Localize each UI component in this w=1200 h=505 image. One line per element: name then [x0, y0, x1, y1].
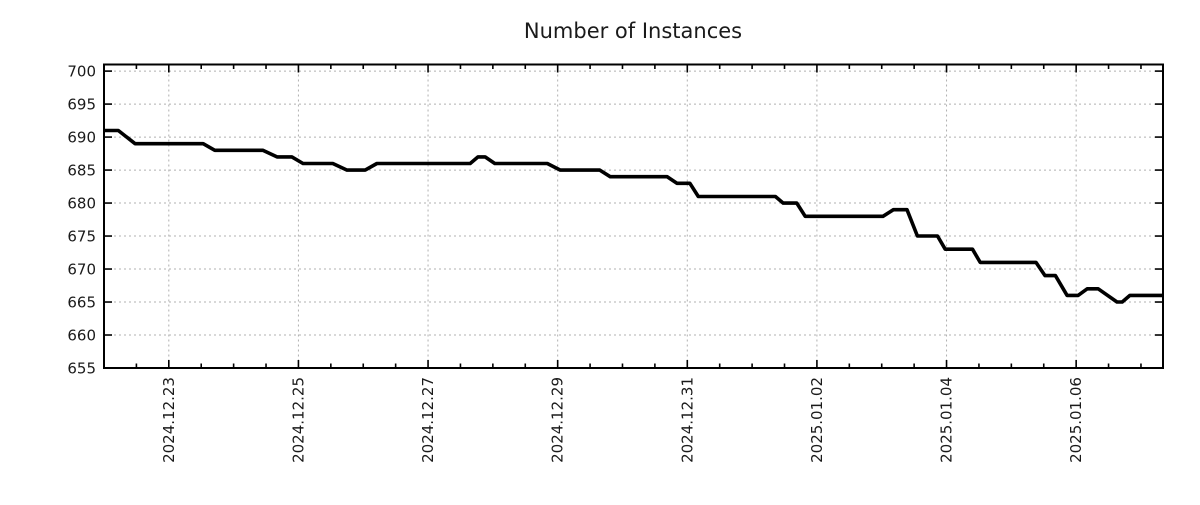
series-line: [104, 128, 1163, 304]
y-tick-label: 700: [67, 63, 96, 81]
x-tick-label: 2025.01.04: [938, 377, 956, 463]
x-tick-label: 2024.12.29: [549, 377, 567, 463]
axis-border: [103, 63, 1164, 369]
chart-title: Number of Instances: [524, 19, 742, 43]
y-tick-label: 670: [67, 261, 96, 279]
y-tick-label: 660: [67, 327, 96, 345]
x-tick-label: 2024.12.27: [419, 377, 437, 463]
x-tick-label: 2025.01.06: [1067, 377, 1085, 463]
x-tick-label: 2024.12.23: [160, 377, 178, 463]
plot-area: 655 660 665 670 675 680 685 690 695 700 2024.12.23…: [67, 63, 1164, 463]
y-tick-label: 675: [67, 228, 96, 246]
y-tick-label: 665: [67, 294, 96, 312]
y-tick-label: 695: [67, 96, 96, 114]
x-tick-label: 2025.01.02: [808, 377, 826, 463]
y-tick-label: 690: [67, 129, 96, 147]
y-tick-label: 685: [67, 162, 96, 180]
y-tick-label: 680: [67, 195, 96, 213]
y-tick-label: 655: [67, 360, 96, 378]
x-tick-label: 2024.12.25: [289, 377, 307, 463]
x-tick-label: 2024.12.31: [678, 377, 696, 463]
